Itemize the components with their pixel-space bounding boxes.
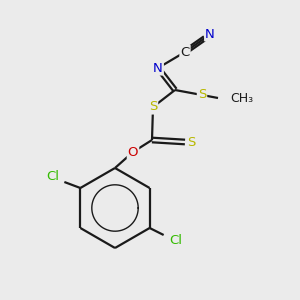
Text: Cl: Cl: [169, 235, 182, 248]
Text: S: S: [187, 136, 195, 148]
Text: CH₃: CH₃: [230, 92, 253, 104]
Text: N: N: [205, 28, 215, 40]
Text: C: C: [180, 46, 190, 59]
Text: S: S: [149, 100, 157, 113]
Text: N: N: [153, 61, 163, 74]
Text: S: S: [198, 88, 206, 101]
Text: Cl: Cl: [46, 170, 59, 184]
Text: O: O: [128, 146, 138, 158]
